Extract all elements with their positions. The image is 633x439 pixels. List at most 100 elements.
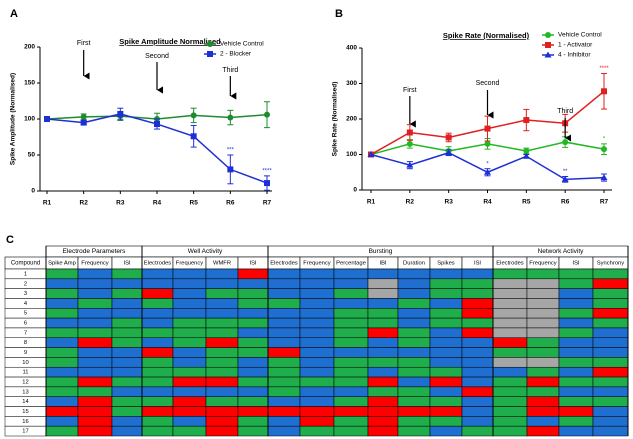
heat-cell xyxy=(299,386,335,397)
heat-cell xyxy=(267,425,301,437)
heat-cell xyxy=(333,288,369,299)
x-tick-label: R3 xyxy=(116,200,125,207)
panel-label: C xyxy=(6,234,14,246)
heat-cell xyxy=(77,347,113,358)
heat-cell xyxy=(267,327,301,339)
heat-cell xyxy=(526,278,560,289)
marker xyxy=(445,149,453,156)
marker xyxy=(523,117,530,124)
heat-cell xyxy=(333,357,369,368)
heat-cell xyxy=(141,386,174,397)
heat-cell xyxy=(592,317,629,329)
heat-cell xyxy=(592,366,629,378)
y-axis-label: Spike Amplitude (Normalised) xyxy=(10,73,17,165)
heat-cell xyxy=(397,308,431,319)
heat-cell xyxy=(492,376,528,388)
heat-cell xyxy=(526,366,560,378)
heat-cell xyxy=(237,357,269,368)
heat-cell xyxy=(267,268,301,280)
heat-cell xyxy=(492,337,528,348)
heat-cell xyxy=(429,376,463,388)
heat-cell xyxy=(172,327,207,339)
heat-cell xyxy=(592,376,629,388)
heat-cell xyxy=(333,327,369,339)
heat-cell xyxy=(558,347,594,358)
heat-cell xyxy=(461,425,494,437)
heat-cell xyxy=(205,288,239,299)
heat-cell xyxy=(205,425,239,437)
heat-cell xyxy=(492,416,528,427)
heat-cell xyxy=(429,357,463,368)
heat-cell xyxy=(172,416,207,427)
heat-cell xyxy=(45,357,79,368)
heat-cell xyxy=(367,406,399,417)
heat-cell xyxy=(237,317,269,329)
heat-cell xyxy=(558,288,594,299)
heat-cell xyxy=(367,268,399,280)
heat-cell xyxy=(592,278,629,289)
column-label: Electrodes xyxy=(496,261,523,267)
heat-cell xyxy=(205,317,239,329)
heat-cell xyxy=(397,317,431,329)
heat-cell xyxy=(111,308,143,319)
y-tick-label: 200 xyxy=(24,44,35,51)
heat-cell xyxy=(237,386,269,397)
heat-cell xyxy=(367,327,399,339)
legend-label: 1 - Activator xyxy=(558,42,593,49)
legend-marker xyxy=(545,32,551,38)
heat-cell xyxy=(461,278,494,289)
heat-cell xyxy=(45,416,79,427)
x-tick-label: R5 xyxy=(522,199,531,206)
group-label: Electrode Parameters xyxy=(63,248,127,255)
y-tick-label: 0 xyxy=(31,188,35,195)
heat-cell xyxy=(397,288,431,299)
heat-cell xyxy=(45,386,79,397)
heat-cell xyxy=(429,327,463,339)
marker xyxy=(190,112,197,119)
significance: ** xyxy=(563,169,568,175)
heat-cell xyxy=(111,347,143,358)
marker xyxy=(445,134,452,141)
heat-cell xyxy=(111,268,143,280)
heat-cell xyxy=(267,406,301,417)
heat-cell xyxy=(558,376,594,388)
heat-cell xyxy=(526,425,560,437)
heat-cell xyxy=(429,347,463,358)
heat-cell xyxy=(141,298,174,309)
heat-cell xyxy=(172,298,207,309)
heat-cell xyxy=(492,357,528,368)
heat-cell xyxy=(172,278,207,289)
x-tick-label: R1 xyxy=(43,200,52,207)
heat-cell xyxy=(111,327,143,339)
column-label: ISI xyxy=(249,261,256,267)
heat-cell xyxy=(111,337,143,348)
heat-cell xyxy=(111,425,143,437)
heat-cell xyxy=(461,386,494,397)
marker xyxy=(484,140,491,147)
heat-cell xyxy=(237,288,269,299)
heat-cell xyxy=(299,396,335,407)
heat-cell xyxy=(299,337,335,348)
heat-cell xyxy=(333,396,369,407)
heat-cell xyxy=(461,337,494,348)
annotation: First xyxy=(403,87,417,94)
heat-cell xyxy=(526,298,560,309)
heat-cell xyxy=(141,406,174,417)
heat-cell xyxy=(492,425,528,437)
heat-cell xyxy=(526,416,560,427)
heat-cell xyxy=(77,416,113,427)
heat-cell xyxy=(111,376,143,388)
heat-cell xyxy=(237,337,269,348)
heat-cell xyxy=(429,406,463,417)
heat-cell xyxy=(77,317,113,329)
heat-cell xyxy=(45,425,79,437)
heat-cell xyxy=(429,317,463,329)
heat-cell xyxy=(267,347,301,358)
row-label: 14 xyxy=(22,399,29,405)
column-label: Frequency xyxy=(303,261,330,267)
marker xyxy=(264,180,270,187)
heat-cell xyxy=(492,308,528,319)
y-axis-label: Spike Rate (Normalised) xyxy=(332,82,339,157)
heat-cell xyxy=(592,327,629,339)
heat-cell xyxy=(492,347,528,358)
